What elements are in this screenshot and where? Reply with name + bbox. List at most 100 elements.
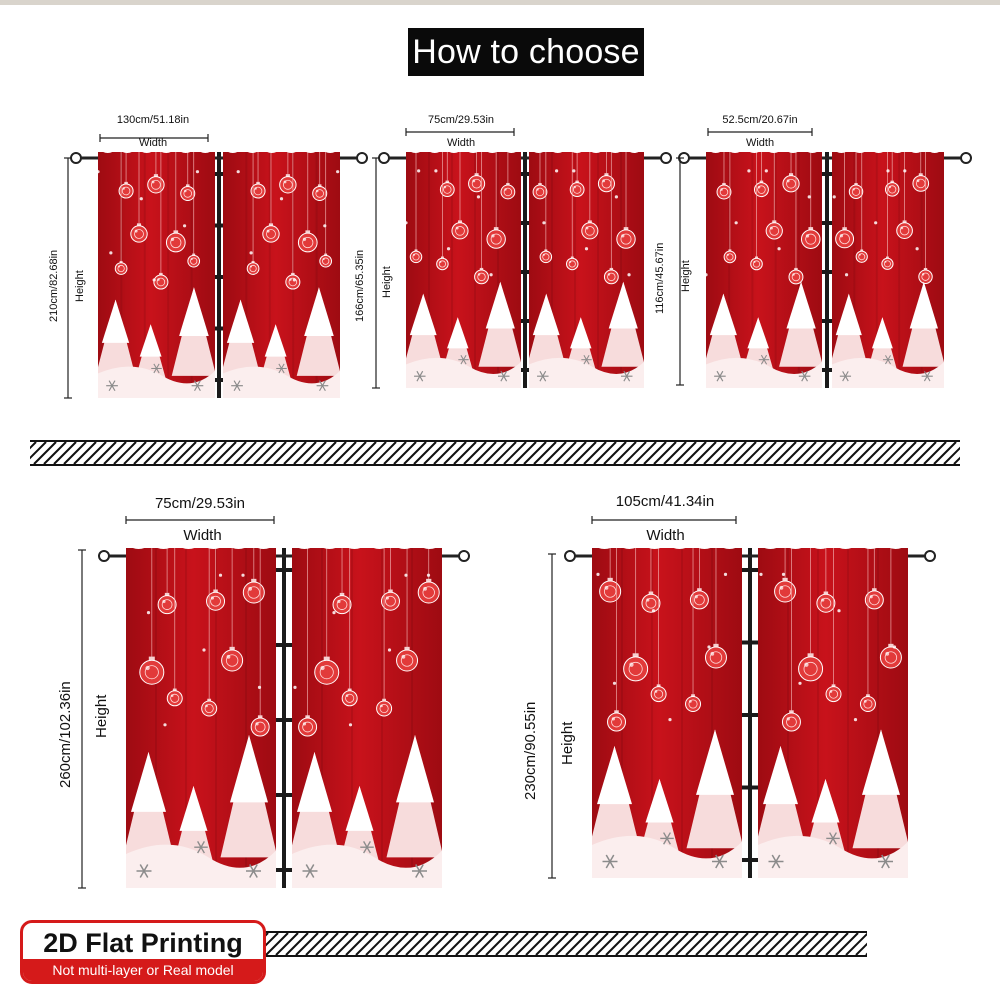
tree-icon [223, 299, 262, 379]
ornament-icon [782, 152, 800, 193]
snowflake-icon [302, 864, 318, 878]
snowflake-icon [414, 370, 426, 382]
height-value-label: 230cm/90.55in [522, 701, 539, 800]
ornament-icon [246, 152, 260, 275]
tree-icon [478, 281, 521, 367]
ornament-icon [118, 152, 134, 199]
hatched-divider [3, 440, 977, 466]
tree-icon [529, 293, 567, 370]
snowflake-icon [768, 854, 784, 869]
ornament-icon [532, 152, 548, 200]
height-dimension-line [64, 157, 72, 399]
width-word-label: Width [446, 137, 476, 149]
width-word-label: Width [183, 527, 222, 544]
ornament-icon [569, 152, 585, 197]
ornament-icon [825, 548, 842, 703]
ornament-icon [417, 548, 440, 604]
snowflake-icon [136, 864, 152, 878]
ornament-icon [130, 152, 148, 243]
snowflake-icon [660, 832, 674, 845]
ornament-icon [565, 152, 579, 271]
height-dimension-line [78, 549, 86, 889]
ornament-icon [879, 548, 902, 669]
ornament-icon [312, 152, 328, 201]
height-word-label: Height [74, 270, 86, 302]
tree-icon [601, 281, 644, 367]
width-dimension-line [125, 516, 275, 524]
curtain-panel [292, 540, 442, 888]
ornament-icon [750, 152, 763, 271]
curtain-panel [758, 540, 908, 878]
curtain-panel [706, 144, 822, 388]
width-value-label: 105cm/41.34in [615, 493, 715, 510]
top-edge-strip [0, 0, 1000, 5]
ornament-icon [774, 548, 797, 603]
ornament-icon [298, 548, 318, 737]
ornament-icon [439, 152, 455, 197]
window-frame [513, 152, 537, 388]
ornament-icon [486, 152, 506, 249]
ornament-icon [262, 152, 280, 243]
curtain-panel [98, 144, 215, 398]
ornament-icon [848, 152, 864, 199]
tree-icon [296, 287, 340, 376]
ornament-icon [500, 152, 516, 200]
width-dimension-line [99, 134, 209, 142]
snowflake-icon [231, 380, 243, 392]
ornament-icon [474, 152, 489, 285]
ornament-icon [539, 152, 553, 264]
snowflake-icon [412, 864, 427, 878]
curtain-panel [126, 540, 276, 888]
curtain-panel [832, 144, 944, 388]
ornament-icon [242, 548, 265, 604]
tree-icon [852, 729, 908, 849]
page-title: How to choose [408, 28, 644, 76]
snowflake-icon [798, 370, 811, 382]
ornament-icon [704, 548, 727, 669]
ornament-icon [597, 152, 616, 193]
ornament-icon [468, 152, 486, 193]
width-value-label: 75cm/29.53in [154, 495, 246, 512]
ornament-icon [603, 152, 619, 285]
height-word-label: Height [381, 266, 393, 298]
snowflake-icon [246, 864, 261, 878]
ornament-icon [250, 152, 266, 199]
tree-icon [706, 293, 744, 370]
tree-icon [171, 287, 215, 376]
ornament-icon [180, 152, 196, 201]
snowflake-icon [191, 380, 204, 392]
ornament-icon [650, 548, 667, 703]
ornament-icon [816, 548, 836, 613]
ornament-icon [753, 152, 769, 198]
ornament-icon [319, 152, 333, 268]
window-frame [268, 548, 300, 888]
ornament-icon [641, 548, 661, 613]
snowflake-icon [106, 380, 118, 392]
ornament-icon [187, 152, 201, 268]
tree-icon [592, 746, 641, 852]
ornament-icon [623, 548, 649, 682]
window-frame [207, 152, 231, 398]
snowflake-icon [316, 380, 329, 392]
ornament-icon [157, 548, 177, 615]
ornament-icon [918, 152, 933, 284]
ornament-icon [409, 152, 423, 264]
height-value-label: 116cm/45.67in [654, 242, 666, 314]
ornament-icon [341, 548, 358, 707]
snowflake-icon [712, 854, 727, 869]
width-dimension-line [707, 128, 813, 136]
ornament-icon [332, 548, 352, 615]
curtain-panel [406, 144, 521, 388]
curtain-size-option-3 [672, 110, 972, 395]
curtain-size-option-5 [540, 498, 960, 888]
ornament-icon [206, 548, 226, 611]
tree-icon [292, 752, 341, 861]
height-value-label: 260cm/102.36in [57, 681, 74, 788]
ornament-icon [147, 152, 165, 194]
ornament-icon [279, 152, 297, 194]
ornament-icon [835, 152, 855, 249]
snowflake-icon [458, 354, 469, 365]
ornament-icon [788, 152, 804, 285]
ornament-icon [800, 152, 821, 249]
width-word-label: Width [646, 527, 685, 544]
